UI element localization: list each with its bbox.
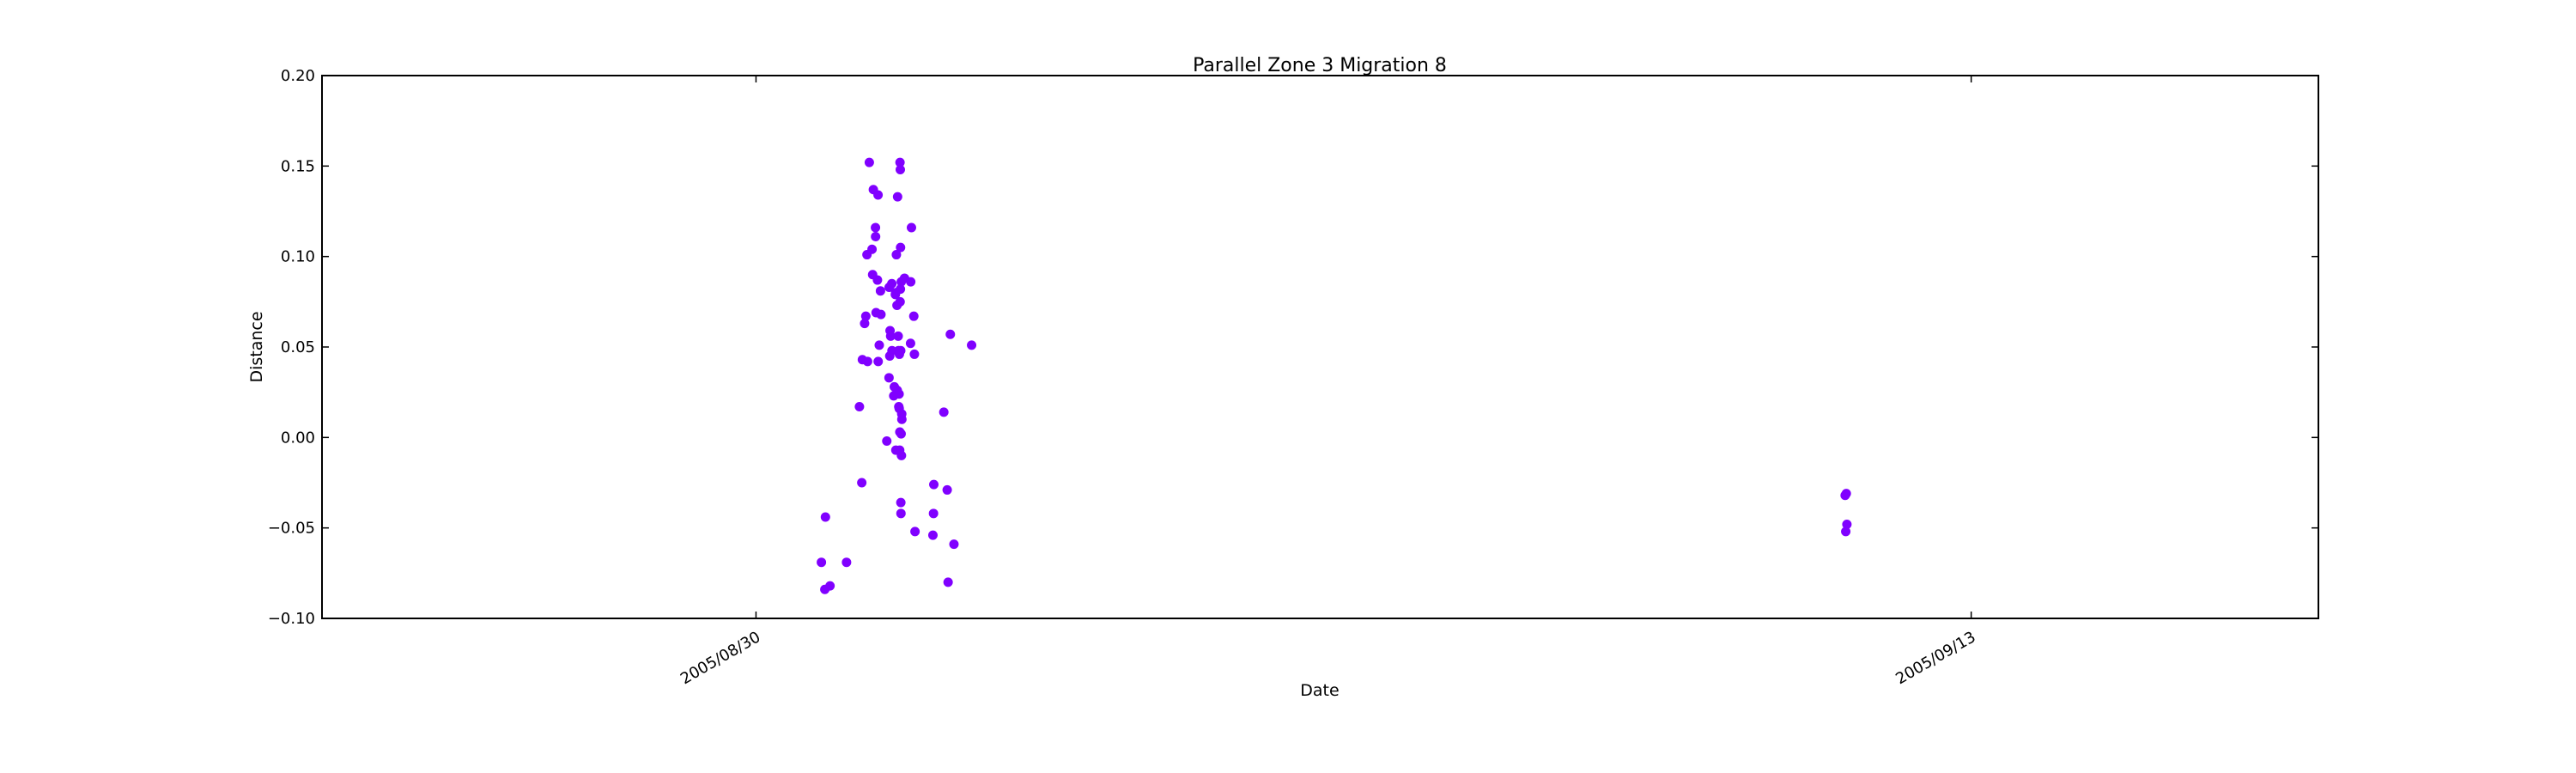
data-point: [894, 389, 904, 399]
data-point: [949, 539, 959, 550]
data-point: [896, 450, 907, 460]
data-point: [896, 497, 906, 508]
data-point: [871, 222, 881, 233]
data-point: [927, 530, 938, 540]
data-point: [867, 244, 878, 254]
y-tick-label: −0.05: [268, 520, 315, 538]
data-point: [825, 581, 835, 591]
data-point: [854, 402, 865, 412]
data-point: [905, 338, 915, 349]
data-point: [860, 311, 871, 321]
data-point: [891, 250, 902, 260]
data-point: [841, 557, 852, 568]
data-point: [928, 508, 939, 519]
data-point: [872, 275, 883, 285]
y-tick-label: 0.10: [281, 248, 315, 266]
x-axis-label: Date: [1300, 681, 1339, 700]
data-point: [864, 157, 874, 167]
data-point: [882, 436, 892, 447]
data-point: [1842, 519, 1852, 529]
data-point: [939, 407, 949, 417]
data-point: [909, 349, 920, 359]
chart-title: Parallel Zone 3 Migration 8: [1193, 55, 1447, 76]
data-point: [884, 373, 894, 383]
data-point: [929, 479, 939, 490]
data-point: [820, 512, 830, 522]
data-point: [896, 429, 906, 439]
x-tick-label: 2005/09/13: [1893, 628, 1978, 688]
data-point: [862, 356, 872, 367]
x-tick-label: 2005/08/30: [677, 628, 763, 688]
data-point: [896, 242, 906, 253]
scatter-points: [817, 157, 1852, 594]
plot-frame: [321, 75, 2319, 619]
y-tick-label: 0.00: [281, 429, 315, 447]
data-point: [910, 526, 920, 537]
data-point: [887, 278, 897, 289]
y-axis-label: Distance: [247, 311, 266, 382]
data-point: [896, 414, 907, 424]
data-point: [893, 331, 903, 341]
data-point: [896, 508, 906, 519]
data-point: [945, 329, 956, 339]
data-point: [908, 311, 919, 321]
data-point: [906, 277, 916, 287]
y-tick-label: 0.15: [281, 157, 315, 175]
y-tick-label: 0.05: [281, 338, 315, 356]
data-point: [906, 222, 916, 233]
data-point: [871, 231, 881, 241]
axis-ticks: −0.10 −0.05 0.00 0.05 0.10 0.15 0.20 2005/08/30…: [268, 67, 2318, 688]
data-point: [967, 340, 977, 350]
data-point: [875, 286, 885, 296]
y-tick-label: −0.10: [268, 610, 315, 628]
data-point: [873, 356, 884, 367]
data-point: [876, 309, 886, 320]
data-point: [943, 577, 953, 587]
data-point: [1841, 489, 1851, 499]
data-point: [857, 478, 867, 488]
data-point: [896, 345, 906, 356]
data-point: [892, 192, 902, 202]
y-tick-label: 0.20: [281, 67, 315, 85]
data-point: [895, 165, 905, 175]
data-point: [817, 557, 827, 568]
data-point: [874, 340, 884, 350]
data-point: [895, 296, 905, 307]
data-point: [942, 484, 952, 495]
data-point: [873, 190, 884, 200]
